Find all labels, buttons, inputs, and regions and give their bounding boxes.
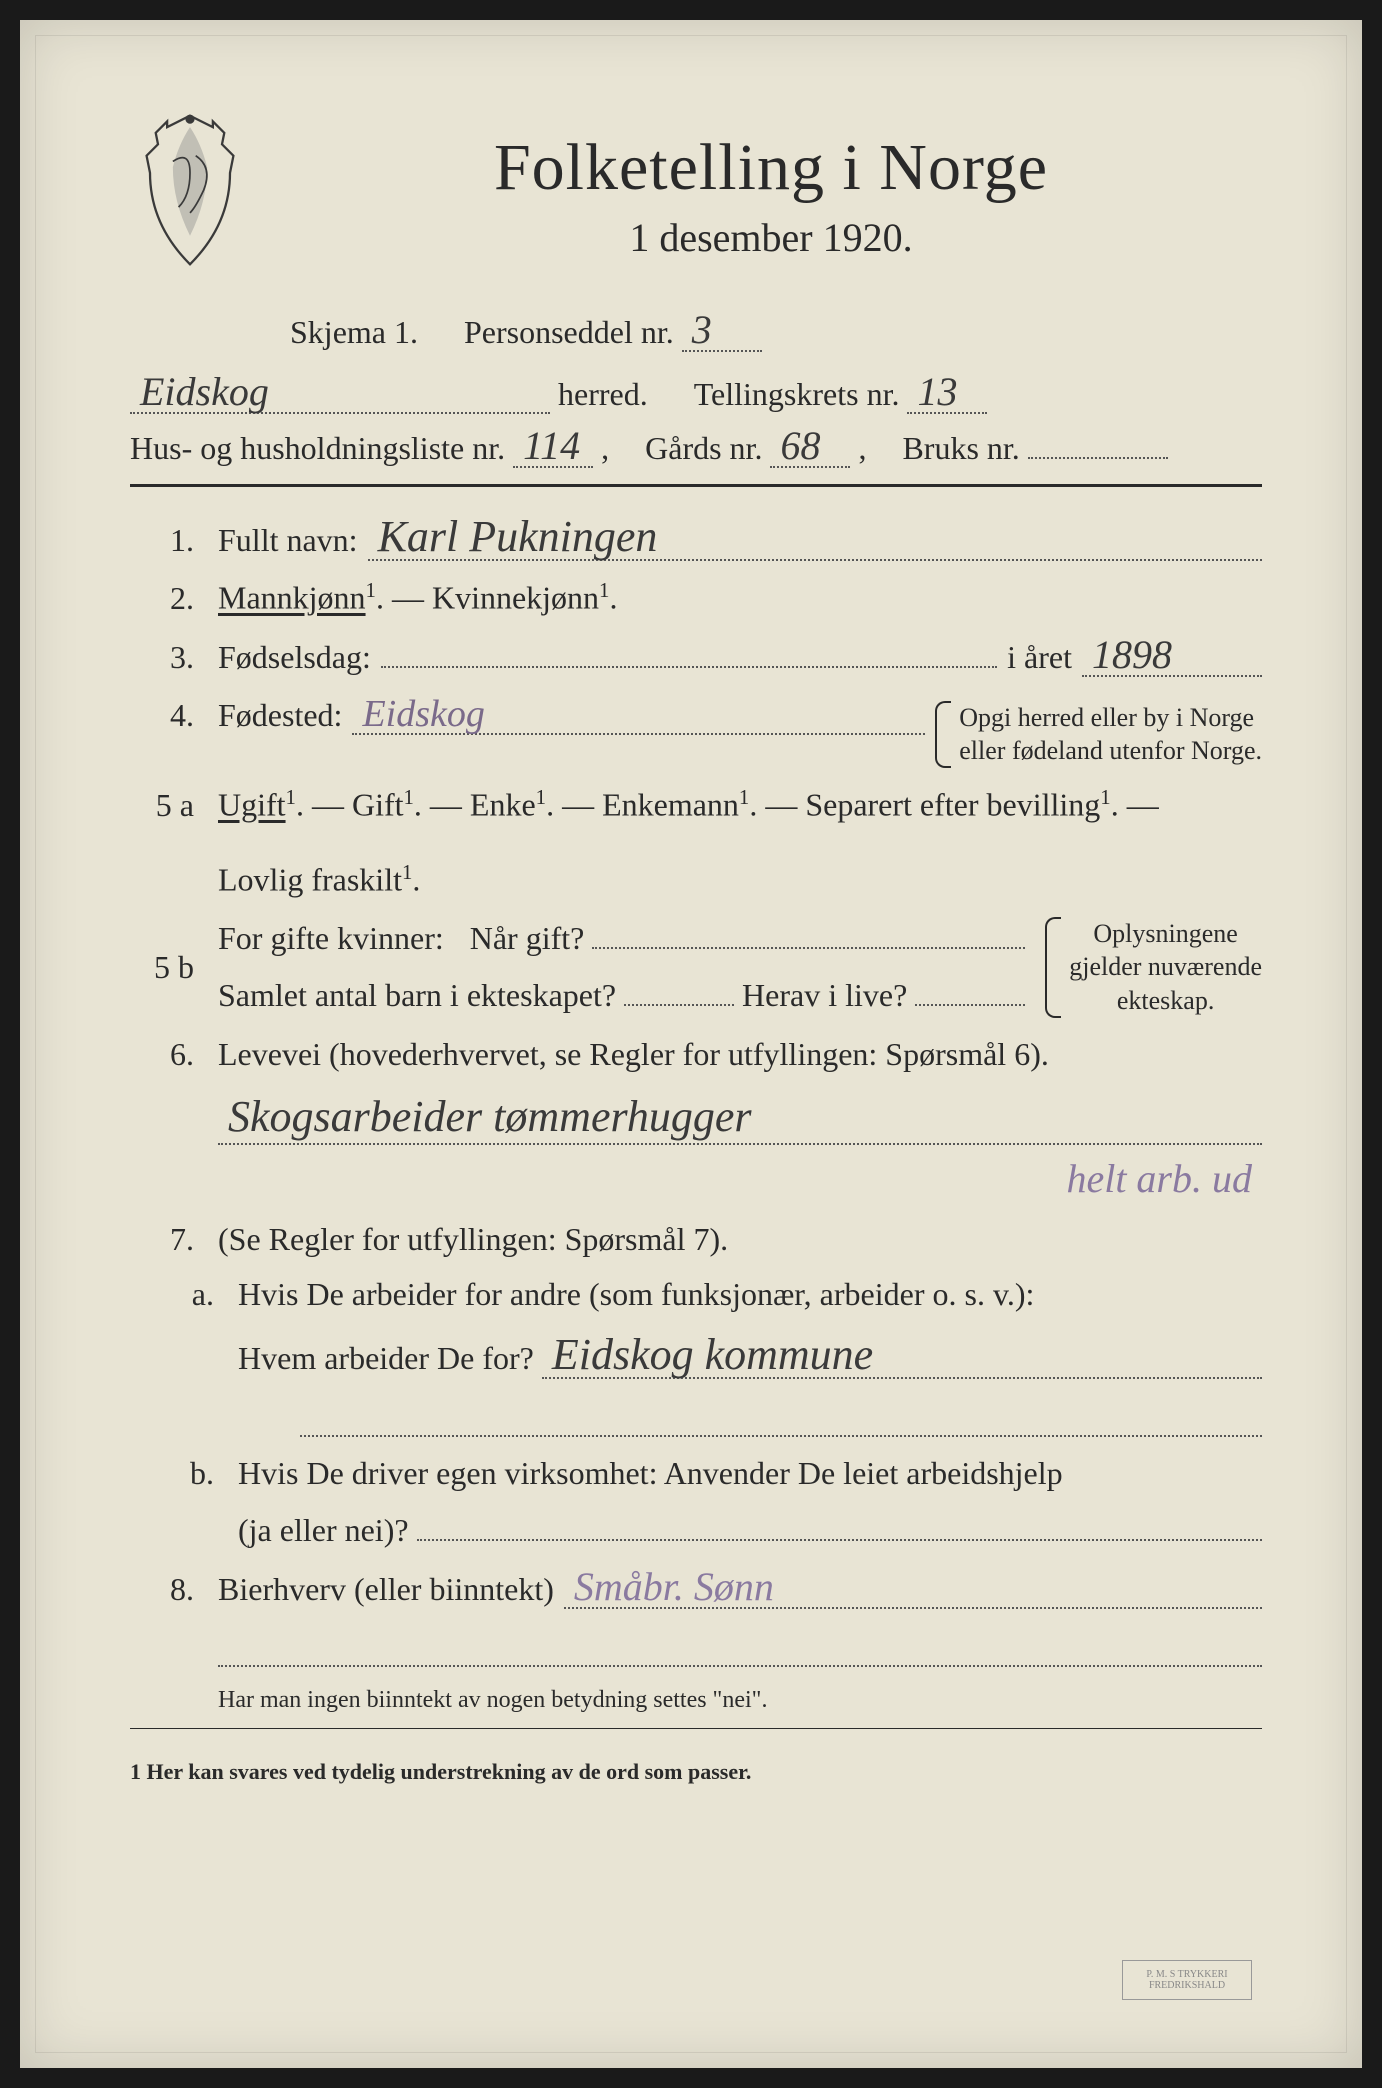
q8-row: 8. Bierhverv (eller biinntekt) Småbr. Sø…: [130, 1567, 1262, 1609]
q2-row: 2. Mannkjønn1. — Kvinnekjønn1.: [130, 579, 1262, 617]
q1-label: Fullt navn:: [218, 522, 358, 559]
q6-value: Skogsarbeider tømmerhugger: [218, 1091, 1262, 1145]
q4-row: 4. Fødested: Eidskog Opgi herred eller b…: [130, 695, 1262, 769]
meta-line-1: Skjema 1. Personseddel nr. 3: [290, 310, 1262, 352]
q4-label: Fødested:: [218, 697, 342, 734]
q8-num: 8.: [130, 1571, 194, 1608]
coat-of-arms-icon: [130, 110, 250, 270]
q7b-num: b.: [170, 1455, 214, 1492]
personseddel-nr: 3: [682, 310, 762, 352]
printer-stamp: P. M. S TRYKKERI FREDRIKSHALD: [1122, 1960, 1252, 2000]
meta-block: Skjema 1. Personseddel nr. 3: [130, 310, 1262, 352]
q7b-l2: (ja eller nei)?: [238, 1512, 409, 1549]
q5b-note: Oplysningene gjelder nuværende ekteskap.: [1045, 917, 1262, 1018]
q5a-opt-enkemann: Enkemann: [602, 787, 739, 823]
q4-num: 4.: [130, 697, 194, 734]
q5b-l1b: Når gift?: [470, 920, 585, 957]
q1-num: 1.: [130, 522, 194, 559]
note-after-8: Har man ingen biinntekt av nogen betydni…: [130, 1687, 1262, 1714]
q8-extra-line: [218, 1627, 1262, 1667]
q2-opt1: Mannkjønn: [218, 580, 366, 616]
title-block: Folketelling i Norge 1 desember 1920.: [280, 110, 1262, 261]
q5a-row: 5 a Ugift1. — Gift1. — Enke1. — Enkemann…: [130, 786, 1262, 898]
q5b-l1a: For gifte kvinner:: [218, 920, 444, 957]
krets-label: Tellingskrets nr.: [694, 376, 900, 413]
personseddel-label: Personseddel nr.: [464, 314, 674, 351]
gards-label: Gårds nr.: [645, 430, 762, 467]
q1-value: Karl Pukningen: [368, 515, 1262, 561]
herred-label: herred.: [558, 376, 648, 413]
q7a-row: a. Hvis De arbeider for andre (som funks…: [130, 1276, 1262, 1379]
divider-bottom: [130, 1728, 1262, 1729]
main-title: Folketelling i Norge: [280, 130, 1262, 206]
q5a-num: 5 a: [130, 787, 194, 824]
footnote: 1 Her kan svares ved tydelig understrekn…: [130, 1759, 1262, 1785]
q8-label: Bierhverv (eller biinntekt): [218, 1571, 554, 1608]
q7-row: 7. (Se Regler for utfyllingen: Spørsmål …: [130, 1221, 1262, 1258]
q5b-num: 5 b: [130, 949, 194, 986]
meta-line-2: Eidskog herred. Tellingskrets nr. 13: [130, 372, 1262, 414]
q7-num: 7.: [130, 1221, 194, 1258]
q7a-extra-line: [300, 1397, 1262, 1437]
q7a-l1: Hvis De arbeider for andre (som funksjon…: [238, 1276, 1262, 1313]
q8-value: Småbr. Sønn: [564, 1567, 1262, 1609]
skjema-label: Skjema 1.: [290, 314, 418, 351]
q4-note: Opgi herred eller by i Norge eller fødel…: [935, 701, 1262, 769]
gards-nr: 68: [770, 426, 850, 468]
q5b-l2b: Herav i live?: [742, 977, 907, 1014]
q3-year: 1898: [1082, 635, 1262, 677]
q7a-num: a.: [170, 1276, 214, 1313]
herred-name: Eidskog: [130, 372, 550, 414]
q7b-l1: Hvis De driver egen virksomhet: Anvender…: [238, 1455, 1262, 1492]
q1-row: 1. Fullt navn: Karl Pukningen: [130, 515, 1262, 561]
q3-label: Fødselsdag:: [218, 639, 371, 676]
husliste-label: Hus- og husholdningsliste nr.: [130, 430, 505, 467]
divider: [130, 484, 1262, 487]
q6-row: 6. Levevei (hovederhvervet, se Regler fo…: [130, 1036, 1262, 1073]
q7a-l2: Hvem arbeider De for?: [238, 1340, 534, 1377]
header: Folketelling i Norge 1 desember 1920.: [130, 110, 1262, 270]
q5a-opt-gift: Gift: [352, 787, 404, 823]
q7-label: (Se Regler for utfyllingen: Spørsmål 7).: [218, 1221, 1262, 1258]
q2-num: 2.: [130, 580, 194, 617]
q3-row: 3. Fødselsdag: i året 1898: [130, 635, 1262, 677]
q5a-opt-fraskilt: Lovlig fraskilt: [218, 862, 402, 898]
q3-num: 3.: [130, 639, 194, 676]
q5a-opt-separert: Separert efter bevilling: [805, 787, 1100, 823]
husliste-nr: 114: [513, 426, 593, 468]
subtitle: 1 desember 1920.: [280, 214, 1262, 261]
q6-label: Levevei (hovederhvervet, se Regler for u…: [218, 1036, 1262, 1073]
q5a-opt-ugift: Ugift: [218, 787, 286, 823]
q5a-body: Ugift1. — Gift1. — Enke1. — Enkemann1. —…: [218, 786, 1262, 898]
q7a-value: Eidskog kommune: [542, 1333, 1262, 1379]
bruks-label: Bruks nr.: [902, 430, 1019, 467]
q5a-opt-enke: Enke: [470, 787, 536, 823]
q6-num: 6.: [130, 1036, 194, 1073]
q3-mid: i året: [1007, 639, 1072, 676]
q7b-row: b. Hvis De driver egen virksomhet: Anven…: [130, 1455, 1262, 1549]
census-form-page: Folketelling i Norge 1 desember 1920. Sk…: [20, 20, 1362, 2068]
meta-line-3: Hus- og husholdningsliste nr. 114 , Gård…: [130, 426, 1262, 468]
q2-opt2: Kvinnekjønn: [432, 580, 599, 616]
q5b-l2a: Samlet antal barn i ekteskapet?: [218, 977, 616, 1014]
q6-annotation: helt arb. ud: [218, 1155, 1262, 1203]
q5b-row: 5 b For gifte kvinner: Når gift? Samlet …: [130, 917, 1262, 1018]
bruks-nr: [1028, 457, 1168, 459]
q4-value: Eidskog: [352, 695, 925, 735]
krets-nr: 13: [907, 372, 987, 414]
